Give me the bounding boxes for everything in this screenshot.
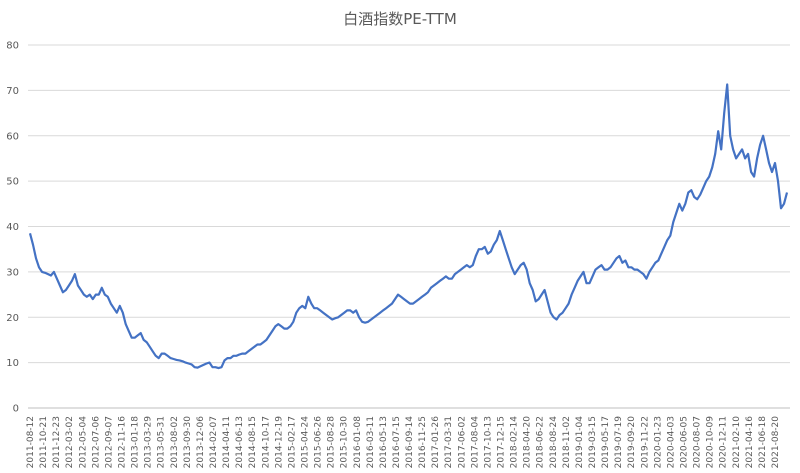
y-tick-label: 50 bbox=[6, 177, 19, 188]
x-tick-label: 2012-11-16 bbox=[117, 416, 127, 469]
x-tick-label: 2014-02-07 bbox=[209, 416, 219, 468]
x-tick-label: 2020-12-11 bbox=[719, 416, 729, 468]
x-tick-label: 2019-09-20 bbox=[627, 416, 637, 469]
x-tick-label: 2019-11-22 bbox=[640, 416, 650, 468]
x-tick-label: 2018-11-02 bbox=[562, 416, 572, 468]
y-tick-label: 0 bbox=[13, 404, 19, 415]
x-tick-label: 2016-03-11 bbox=[366, 416, 376, 468]
x-tick-label: 2018-08-24 bbox=[549, 416, 559, 469]
x-tick-label: 2013-12-06 bbox=[196, 416, 206, 469]
series-line-0 bbox=[28, 83, 789, 370]
x-tick-label: 2017-10-13 bbox=[483, 416, 493, 468]
x-tick-label: 2013-05-31 bbox=[157, 416, 167, 468]
x-tick-label: 2017-06-02 bbox=[457, 416, 467, 468]
x-tick-label: 2012-05-04 bbox=[78, 416, 88, 469]
y-tick-label: 70 bbox=[6, 86, 19, 97]
x-tick-label: 2015-10-30 bbox=[340, 416, 350, 469]
y-tick-label: 30 bbox=[6, 267, 19, 278]
x-tick-label: 2014-06-13 bbox=[235, 416, 245, 468]
x-tick-label: 2016-05-13 bbox=[379, 416, 389, 468]
x-tick-label: 2014-12-19 bbox=[274, 416, 284, 469]
y-tick-label: 80 bbox=[6, 41, 19, 52]
x-tick-label: 2021-08-20 bbox=[771, 416, 781, 469]
x-tick-label: 2015-08-28 bbox=[327, 416, 337, 469]
x-tick-label: 2017-03-31 bbox=[444, 416, 454, 468]
grid-lines bbox=[28, 44, 790, 409]
x-tick-label: 2019-01-04 bbox=[575, 416, 585, 469]
x-tick-label: 2017-08-04 bbox=[470, 416, 480, 469]
x-tick-label: 2020-10-09 bbox=[706, 416, 716, 469]
x-tick-label: 2016-01-08 bbox=[353, 416, 363, 469]
x-tick-label: 2012-03-02 bbox=[65, 416, 75, 468]
y-tick-label: 10 bbox=[6, 358, 19, 369]
x-tick-label: 2014-08-15 bbox=[248, 416, 258, 468]
series-layer bbox=[28, 83, 789, 370]
x-tick-label: 2014-04-11 bbox=[222, 416, 232, 468]
x-tick-label: 2015-06-26 bbox=[314, 416, 324, 469]
x-tick-label: 2013-03-29 bbox=[144, 416, 154, 469]
x-tick-label: 2018-06-22 bbox=[536, 416, 546, 468]
x-tick-label: 2019-03-15 bbox=[588, 416, 598, 468]
x-tick-label: 2015-04-24 bbox=[300, 416, 310, 469]
x-tick-label: 2012-07-06 bbox=[91, 416, 101, 469]
x-tick-label: 2020-06-05 bbox=[680, 416, 690, 468]
y-tick-label: 40 bbox=[6, 222, 19, 233]
x-tick-label: 2017-01-26 bbox=[431, 416, 441, 469]
y-axis-tick-labels: 0 10 20 30 40 50 60 70 80 bbox=[6, 41, 19, 415]
x-tick-label: 2015-02-17 bbox=[287, 416, 297, 468]
x-tick-label: 2017-12-15 bbox=[497, 416, 507, 468]
x-tick-label: 2021-04-16 bbox=[745, 416, 755, 469]
x-tick-label: 2020-04-03 bbox=[666, 416, 676, 468]
x-tick-label: 2016-09-14 bbox=[405, 416, 415, 469]
x-tick-label: 2019-07-19 bbox=[614, 416, 624, 469]
x-tick-label: 2011-08-12 bbox=[26, 416, 36, 468]
x-tick-label: 2016-07-15 bbox=[392, 416, 402, 468]
x-tick-label: 2011-10-21 bbox=[39, 416, 49, 468]
x-tick-label: 2018-02-14 bbox=[510, 416, 520, 469]
x-axis-tick-labels: 2011-08-12 2011-10-21 2011-12-23 2012-03-02… bbox=[26, 416, 781, 469]
x-tick-label: 2018-04-20 bbox=[523, 416, 533, 469]
x-tick-label: 2021-02-10 bbox=[732, 416, 742, 469]
x-tick-label: 2013-08-02 bbox=[170, 416, 180, 468]
y-tick-label: 60 bbox=[6, 131, 19, 142]
chart-title: 白酒指数PE-TTM bbox=[343, 10, 457, 28]
y-tick-label: 20 bbox=[6, 313, 19, 324]
x-tick-label: 2011-12-23 bbox=[52, 416, 62, 468]
x-tick-label: 2021-06-18 bbox=[758, 416, 768, 469]
x-tick-label: 2013-09-30 bbox=[183, 416, 193, 469]
x-tick-label: 2020-01-23 bbox=[653, 416, 663, 468]
x-tick-label: 2016-11-25 bbox=[418, 416, 428, 468]
x-tick-label: 2013-01-18 bbox=[131, 416, 141, 469]
x-tick-label: 2019-05-17 bbox=[601, 416, 611, 468]
x-tick-label: 2012-09-07 bbox=[104, 416, 114, 468]
x-tick-label: 2020-08-07 bbox=[693, 416, 703, 468]
x-tick-label: 2014-10-17 bbox=[261, 416, 271, 468]
